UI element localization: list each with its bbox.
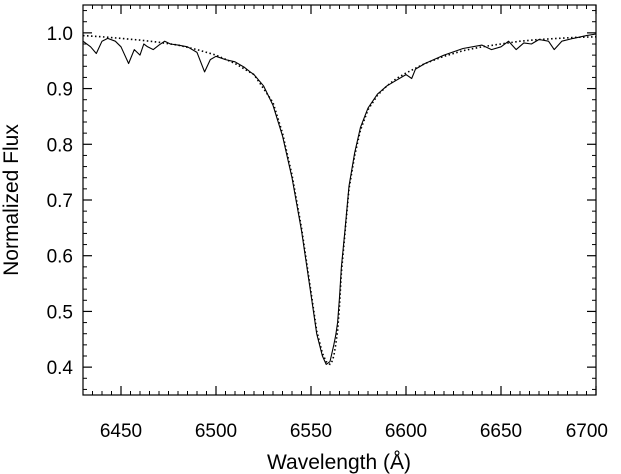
y-tick-label: 0.5	[47, 302, 73, 323]
x-tick-label: 6550	[290, 421, 332, 442]
x-tick-label: 6500	[195, 421, 237, 442]
x-axis-label: Wavelength (Å)	[267, 451, 411, 474]
series-layer	[82, 33, 597, 366]
x-tick-label: 6450	[100, 421, 142, 442]
x-major-ticks	[120, 5, 597, 395]
y-tick-label: 0.9	[47, 80, 73, 101]
x-tick-label: 6700	[566, 421, 608, 442]
y-tick-label: 1.0	[47, 24, 73, 45]
y-tick-label: 0.7	[47, 191, 73, 212]
plot-frame	[82, 4, 597, 396]
y-tick-labels: 0.4 0.5 0.6 0.7 0.8 0.9 1.0	[47, 24, 74, 379]
x-minor-ticks	[92, 5, 587, 395]
solid-series-line	[82, 33, 597, 365]
y-tick-label: 0.4	[47, 358, 74, 379]
x-tick-labels: 6450 6500 6550 6600 6650 6700	[100, 421, 608, 442]
dotted-series-line	[82, 34, 597, 366]
x-tick-label: 6650	[480, 421, 522, 442]
y-tick-label: 0.6	[47, 247, 73, 268]
y-major-ticks	[83, 32, 596, 368]
y-tick-label: 0.8	[47, 135, 73, 156]
y-axis-label: Normalized Flux	[0, 124, 23, 276]
x-tick-label: 6600	[385, 421, 427, 442]
y-minor-ticks	[83, 10, 596, 390]
